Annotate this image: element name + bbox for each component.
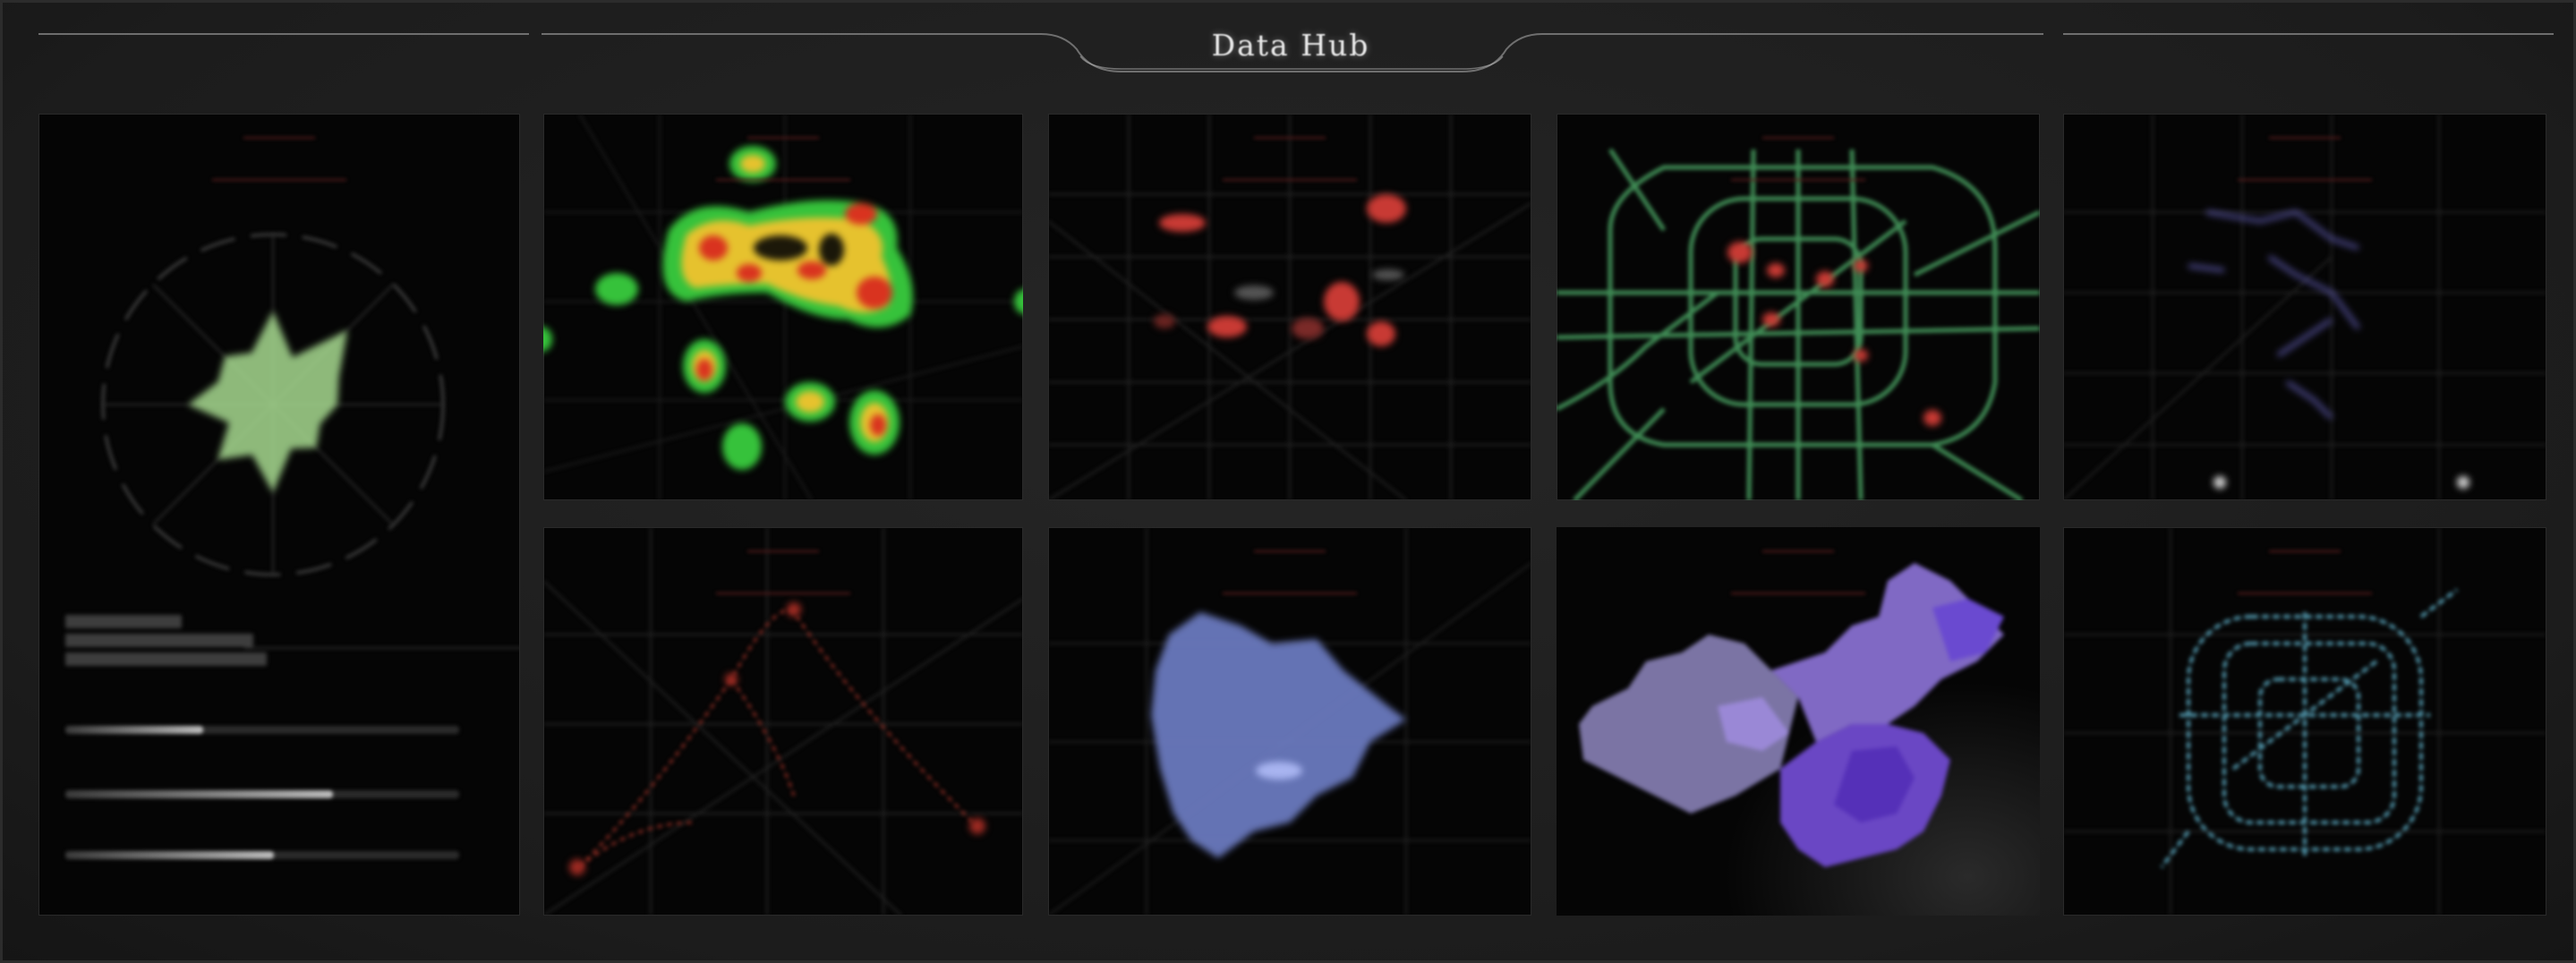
density-region bbox=[1151, 612, 1406, 858]
panel-china[interactable] bbox=[1557, 527, 2040, 916]
metric-3 bbox=[65, 844, 520, 859]
panel-commute[interactable] bbox=[543, 527, 1023, 916]
density-map bbox=[1048, 527, 1531, 916]
commute-routes bbox=[577, 609, 975, 869]
transit-map bbox=[2063, 527, 2546, 916]
metric-track bbox=[65, 790, 459, 798]
hotspot-map bbox=[1048, 114, 1531, 500]
radar-chart bbox=[101, 233, 445, 576]
china-provinces bbox=[1579, 563, 2004, 867]
legend-divider bbox=[244, 647, 520, 649]
legend-line bbox=[65, 634, 253, 647]
metro-lines bbox=[1557, 148, 2040, 500]
header-frame bbox=[38, 33, 2554, 72]
heat-blobs bbox=[543, 146, 1023, 470]
density-core bbox=[1256, 762, 1302, 780]
legend-line bbox=[65, 615, 182, 628]
metric-fill bbox=[65, 790, 334, 798]
metric-track bbox=[65, 726, 459, 734]
legend-line bbox=[65, 652, 267, 666]
metric-fill bbox=[65, 726, 203, 734]
metric-2 bbox=[65, 783, 520, 798]
hotspots bbox=[1154, 194, 1406, 346]
stats-legend bbox=[65, 615, 520, 666]
metric-fill bbox=[65, 851, 275, 859]
metro-map bbox=[1557, 148, 2040, 500]
panel-transit[interactable] bbox=[2063, 527, 2546, 916]
panel-density[interactable] bbox=[1048, 527, 1531, 916]
transit-lines bbox=[2160, 588, 2459, 869]
panel-trajectories[interactable] bbox=[2063, 114, 2546, 500]
panel-hotspots[interactable] bbox=[1048, 114, 1531, 500]
trajectory-markers bbox=[2213, 476, 2469, 489]
panel-radar[interactable] bbox=[38, 114, 520, 916]
heatmap-map bbox=[543, 114, 1023, 500]
trajectory-paths bbox=[2188, 209, 2360, 420]
metric-track bbox=[65, 851, 459, 859]
metric-1 bbox=[65, 719, 520, 734]
panel-metro[interactable] bbox=[1557, 114, 2040, 500]
metro-hotspots bbox=[1727, 242, 1941, 426]
radar-area bbox=[188, 311, 348, 493]
panel-heatmap[interactable] bbox=[543, 114, 1023, 500]
page-title: Data Hub bbox=[1211, 28, 1370, 63]
trajectory-map bbox=[2063, 114, 2546, 500]
commute-endpoints bbox=[569, 602, 985, 875]
china-map bbox=[1557, 527, 2040, 916]
commute-map bbox=[543, 527, 1023, 916]
